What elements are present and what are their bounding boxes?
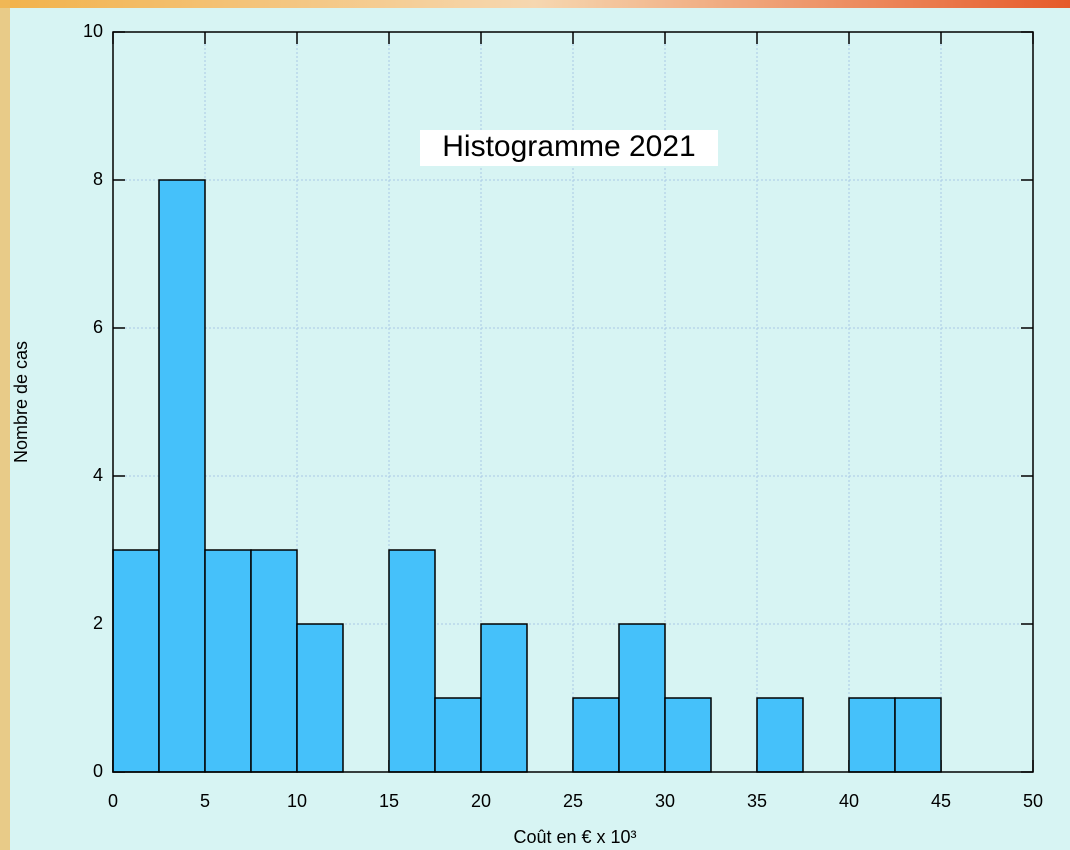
bar [618,623,666,773]
x-tick-label: 20 [471,791,491,811]
y-tick-label: 4 [93,465,103,485]
bar [250,549,298,773]
bar [664,697,712,773]
bar [756,697,804,773]
x-tick-label: 0 [108,791,118,811]
bar [434,697,482,773]
left-border [0,0,10,850]
x-tick-label: 40 [839,791,859,811]
x-tick-label: 15 [379,791,399,811]
bar [572,697,620,773]
bar [296,623,344,773]
x-tick-label: 10 [287,791,307,811]
y-tick-label: 0 [93,761,103,781]
bar [204,549,252,773]
bar [158,179,206,773]
y-tick-label: 10 [83,21,103,41]
title-background [420,130,718,166]
x-tick-label: 25 [563,791,583,811]
plot-frame [112,31,1034,773]
x-tick-label: 30 [655,791,675,811]
y-tick-label: 2 [93,613,103,633]
x-tick-label: 5 [200,791,210,811]
y-tick-label: 6 [93,317,103,337]
top-border [0,0,1070,8]
y-tick-label: 8 [93,169,103,189]
bar [388,549,436,773]
x-tick-label: 45 [931,791,951,811]
chart-title: Histogramme 2021 [442,130,695,163]
x-tick-label: 35 [747,791,767,811]
bar [112,549,160,773]
x-tick-label: 50 [1023,791,1043,811]
x-axis-label: Coût en € x 10³ [513,827,636,847]
bar [894,697,942,773]
bar [848,697,896,773]
y-axis-label: Nombre de cas [11,341,31,463]
bar [480,623,528,773]
